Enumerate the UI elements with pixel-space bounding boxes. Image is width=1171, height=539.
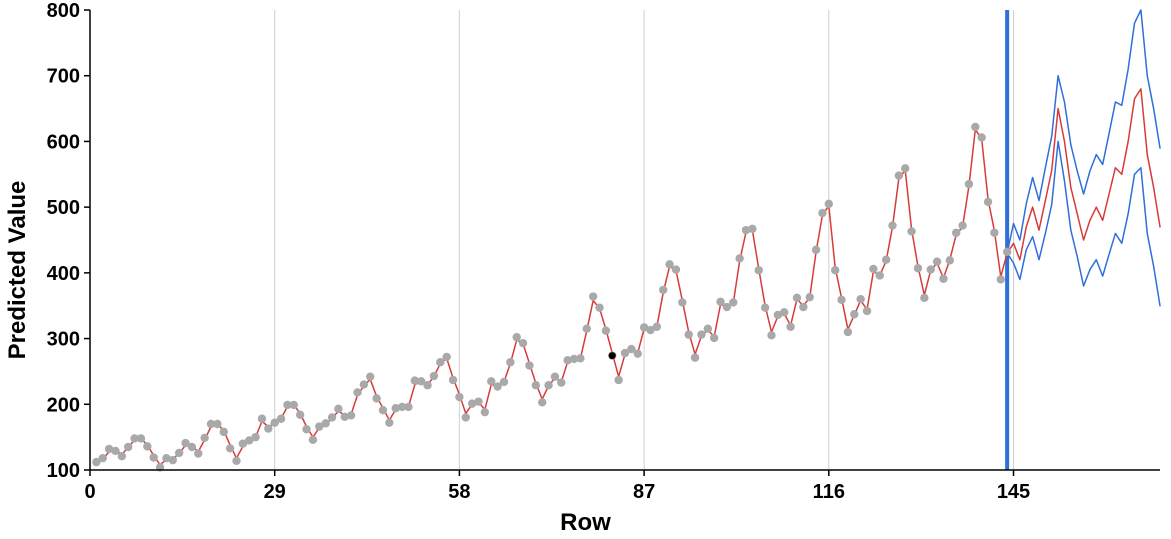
svg-text:29: 29 (264, 481, 286, 503)
x-axis-label: Row (560, 509, 611, 537)
forecast-chart: Predicted Value Row 100 200 300 400 500 600 70… (0, 0, 1171, 539)
svg-text:300: 300 (47, 329, 80, 351)
svg-text:500: 500 (47, 197, 80, 219)
svg-text:200: 200 (47, 394, 80, 416)
svg-text:145: 145 (997, 481, 1030, 503)
svg-text:100: 100 (47, 460, 80, 482)
svg-text:700: 700 (47, 66, 80, 88)
svg-text:400: 400 (47, 263, 80, 285)
svg-text:87: 87 (633, 481, 655, 503)
svg-text:116: 116 (813, 481, 845, 503)
plot-area: 100 200 300 400 500 600 700 800 0 29 58 87 116 145 (0, 0, 1171, 539)
svg-text:58: 58 (448, 481, 470, 503)
svg-text:0: 0 (84, 481, 95, 503)
svg-text:800: 800 (47, 0, 80, 22)
y-axis-label: Predicted Value (4, 180, 32, 359)
svg-text:600: 600 (47, 131, 80, 153)
